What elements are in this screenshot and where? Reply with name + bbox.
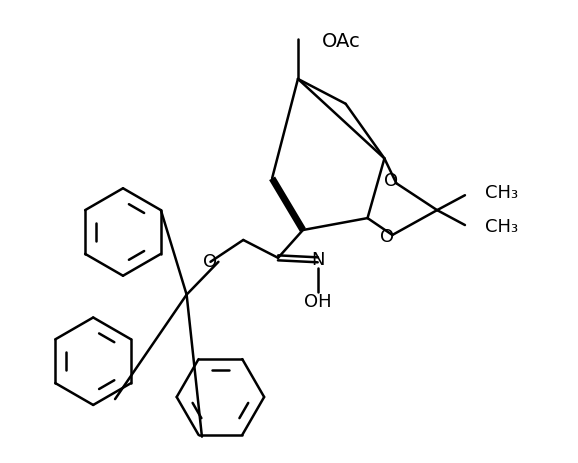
Text: N: N — [311, 251, 325, 269]
Text: OAc: OAc — [322, 31, 361, 50]
Text: O: O — [384, 172, 398, 190]
Text: O: O — [380, 228, 394, 246]
Text: CH₃: CH₃ — [485, 184, 518, 202]
Text: CH₃: CH₃ — [485, 218, 518, 236]
Text: OH: OH — [304, 293, 332, 311]
Text: O: O — [203, 253, 217, 271]
